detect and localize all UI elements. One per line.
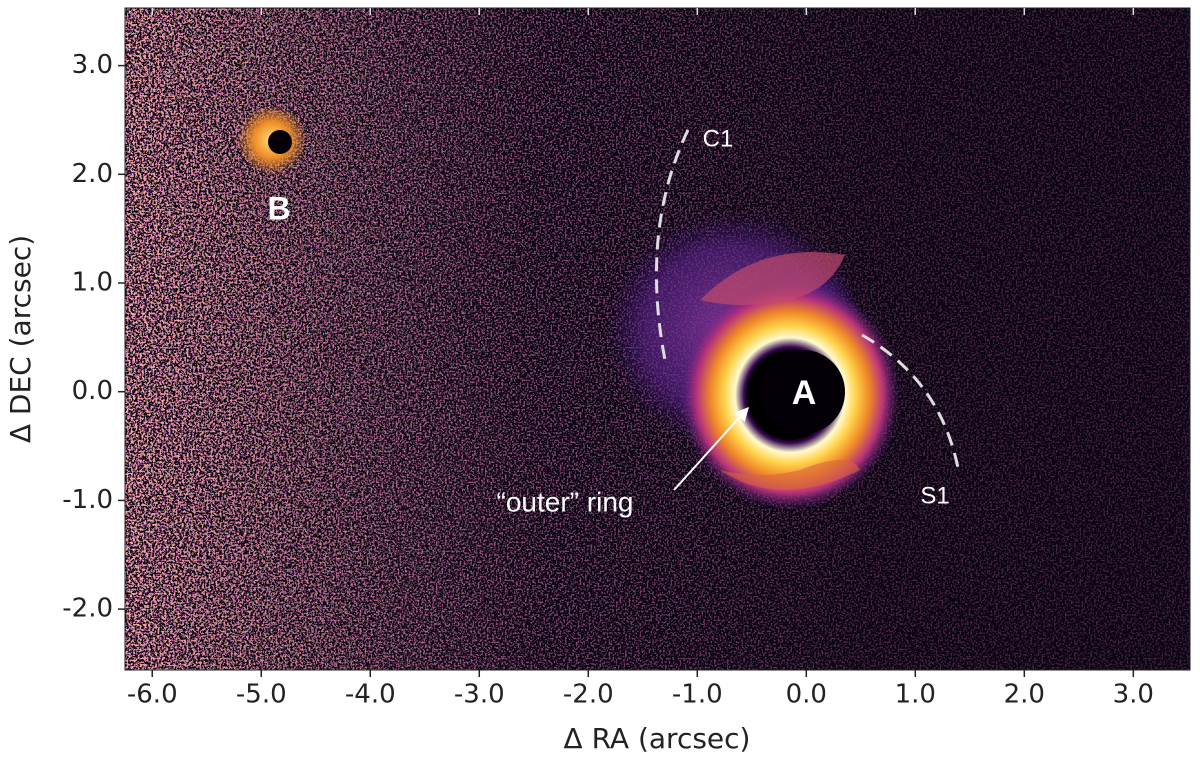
y-axis-label: Δ DEC (arcsec): [4, 235, 37, 443]
y-tick-label: 2.0: [72, 159, 113, 189]
c1-arc: [655, 129, 690, 361]
y-tick-label: 0.0: [72, 376, 113, 406]
image: [125, 8, 1190, 670]
inner-hole: [761, 350, 845, 434]
spiral-arm: [720, 460, 860, 490]
x-tick-label: 1.0: [895, 680, 936, 710]
annotation: B: [267, 190, 290, 226]
annotation: A: [792, 374, 817, 412]
x-tick-label: -4.0: [345, 680, 396, 710]
x-axis-label: Δ RA (arcsec): [564, 722, 751, 755]
y-tick-label: 3.0: [72, 50, 113, 80]
x-tick-label: -1.0: [672, 680, 723, 710]
spiral-arm: [700, 252, 845, 305]
y-tick-label: -2.0: [62, 594, 113, 624]
arrow: [673, 406, 749, 491]
x-tick-label: 0.0: [786, 680, 827, 710]
x-tick-label: 3.0: [1113, 680, 1154, 710]
annotation: “outer” ring: [497, 486, 634, 517]
x-tick-label: -3.0: [454, 680, 505, 710]
annotation: S1: [920, 482, 949, 509]
y-tick-label: 1.0: [72, 268, 113, 298]
y-tick-label: -1.0: [62, 485, 113, 515]
plot-frame: [124, 7, 1191, 671]
x-tick-label: -5.0: [236, 680, 287, 710]
x-tick-label: -2.0: [563, 680, 614, 710]
x-tick-label: 2.0: [1004, 680, 1045, 710]
annotation: C1: [703, 125, 734, 152]
companion-b-core: [268, 130, 292, 154]
x-tick-label: -6.0: [127, 680, 178, 710]
